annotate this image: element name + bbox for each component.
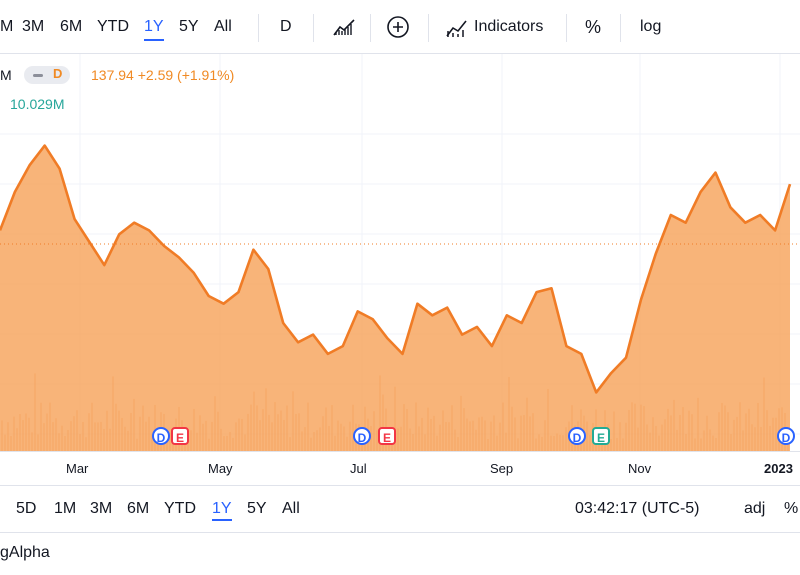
range-5y-button[interactable]: 5Y [247, 500, 267, 517]
toolbar-divider [258, 14, 259, 42]
price-area [0, 145, 790, 451]
range-ytd-button[interactable]: YTD [97, 18, 129, 35]
x-tick-label: 2023 [764, 461, 793, 476]
source-credit: gAlpha [0, 544, 50, 561]
indicators-icon[interactable] [445, 16, 469, 38]
price-value: 137.94 [91, 67, 134, 83]
range-5y-button[interactable]: 5Y [179, 18, 199, 35]
percent-toggle[interactable]: % [585, 17, 602, 37]
earnings-marker[interactable]: E [592, 427, 610, 445]
top-toolbar: M 3M 6M YTD 1Y 5Y All D Indicators % log [0, 0, 800, 54]
compare-plus-icon[interactable] [387, 16, 409, 38]
volume-value: 10.029M [10, 96, 65, 112]
dividend-marker[interactable]: D [777, 427, 795, 445]
time-axis: Mar May Jul Sep Nov 2023 [0, 451, 800, 486]
bottom-toolbar: 5D 1M 3M 6M YTD 1Y 5Y All 03:42:17 (UTC-… [0, 485, 800, 533]
range-all-button[interactable]: All [214, 18, 232, 35]
range-ytd-button[interactable]: YTD [164, 500, 196, 517]
x-tick-label: Jul [350, 461, 367, 476]
chart-style-icon[interactable] [332, 17, 356, 37]
earnings-marker[interactable]: E [378, 427, 396, 445]
range-1m-button[interactable]: M [0, 18, 14, 35]
price-change-percent: (+1.91%) [177, 67, 235, 83]
legend-toggle[interactable]: D [24, 66, 70, 84]
log-toggle[interactable]: log [640, 18, 662, 35]
legend-price: 137.94 +2.59 (+1.91%) [91, 67, 234, 83]
clock-time[interactable]: 03:42:17 (UTC-5) [575, 500, 700, 517]
price-line [0, 144, 792, 394]
percent-toggle[interactable]: % [784, 500, 799, 517]
x-tick-label: May [208, 461, 233, 476]
range-5d-button[interactable]: 5D [16, 500, 37, 517]
range-3m-button[interactable]: 3M [22, 18, 45, 35]
adjust-toggle[interactable]: adj [744, 500, 766, 517]
mode-badge: D [53, 66, 63, 81]
range-6m-button[interactable]: 6M [60, 18, 83, 35]
price-chart[interactable] [0, 54, 800, 451]
interval-button[interactable]: D [280, 18, 292, 35]
earnings-marker[interactable]: E [171, 427, 189, 445]
indicators-button[interactable]: Indicators [474, 18, 544, 35]
x-tick-label: Nov [628, 461, 652, 476]
range-3m-button[interactable]: 3M [90, 500, 113, 517]
dividend-marker[interactable]: D [152, 427, 170, 445]
range-1m-button[interactable]: 1M [54, 500, 77, 517]
toolbar-divider [428, 14, 429, 42]
range-1y-button[interactable]: 1Y [144, 16, 164, 41]
toolbar-divider [620, 14, 621, 42]
x-tick-label: Mar [66, 461, 89, 476]
range-all-button[interactable]: All [282, 500, 300, 517]
dividend-marker[interactable]: D [568, 427, 586, 445]
x-tick-label: Sep [490, 461, 514, 476]
toolbar-divider [566, 14, 567, 42]
range-1y-button[interactable]: 1Y [212, 499, 232, 521]
symbol-label: M [0, 67, 12, 83]
collapse-icon [33, 74, 43, 77]
toolbar-divider [313, 14, 314, 42]
range-6m-button[interactable]: 6M [127, 500, 150, 517]
price-change: +2.59 [137, 67, 174, 83]
dividend-marker[interactable]: D [353, 427, 371, 445]
toolbar-divider [370, 14, 371, 42]
toolbar-rule [0, 53, 800, 54]
